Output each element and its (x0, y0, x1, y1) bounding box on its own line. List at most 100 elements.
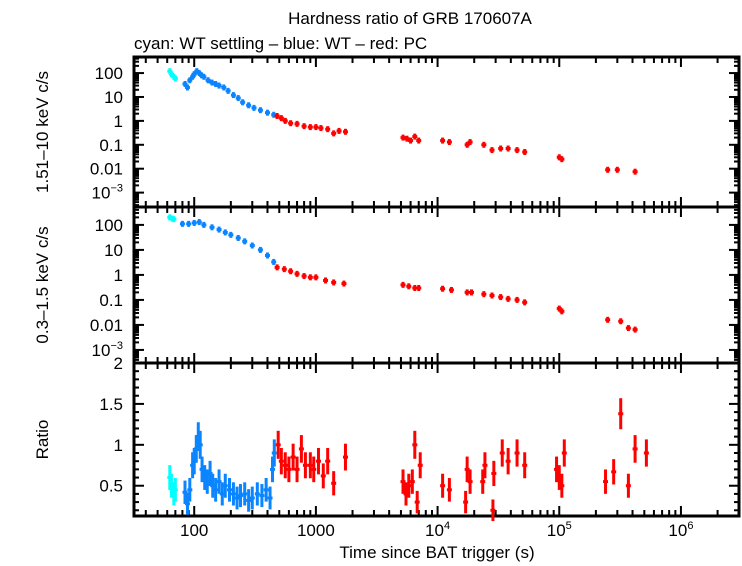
data-point (301, 123, 307, 130)
y-tick-label: 0.1 (99, 136, 123, 155)
y-tick-label: 2 (114, 354, 123, 373)
data-point (313, 124, 319, 131)
data-point (643, 439, 649, 467)
data-point (440, 137, 446, 144)
y-tick-label: 1.5 (99, 395, 123, 414)
data-point (320, 463, 326, 489)
data-point (275, 430, 281, 459)
data-point (240, 99, 246, 106)
data-point (184, 492, 190, 515)
data-point (228, 231, 234, 238)
data-point (498, 294, 504, 301)
data-point (559, 156, 565, 163)
data-point (230, 92, 236, 99)
data-point (522, 299, 528, 306)
y-tick-label: 100 (95, 64, 123, 83)
data-point (263, 478, 269, 502)
data-point (522, 452, 528, 479)
data-point (325, 126, 331, 133)
data-point (416, 284, 422, 291)
data-point (498, 145, 504, 152)
data-point (406, 473, 412, 498)
data-point (446, 139, 452, 146)
data-point (249, 242, 255, 249)
data-point (446, 478, 452, 502)
data-point (625, 325, 631, 332)
data-point (448, 286, 454, 293)
data-point (605, 166, 611, 173)
data-point (412, 133, 418, 140)
data-point (414, 490, 420, 514)
data-point (417, 452, 423, 479)
data-point (632, 168, 638, 175)
x-tick-label: 100 (180, 521, 208, 540)
chart-subtitle: cyan: WT settling – blue: WT – red: PC (134, 34, 427, 53)
data-point (307, 124, 313, 131)
data-point (225, 87, 231, 94)
data-point (482, 452, 488, 479)
series-blue (179, 219, 277, 265)
data-point (234, 486, 240, 510)
data-point (481, 141, 487, 148)
data-point (491, 460, 497, 487)
y-tick-label: 10 (104, 88, 123, 107)
data-point (288, 120, 294, 127)
data-point (505, 447, 511, 475)
data-point (463, 490, 469, 514)
y-axis-label: 1.51–10 keV c/s (33, 71, 52, 193)
data-point (187, 478, 193, 502)
data-point (632, 326, 638, 333)
data-point (257, 246, 263, 253)
data-point (271, 439, 277, 467)
data-point (209, 224, 215, 231)
data-point (235, 95, 241, 102)
data-point (499, 439, 505, 467)
panel-3: 100 1000 104 105 106 2 1.5 1 0.5 Ratio (33, 354, 741, 540)
data-point (522, 148, 528, 155)
y-tick-label: 1 (114, 112, 123, 131)
x-axis-label: Time since BAT trigger (s) (339, 543, 534, 562)
data-point (294, 120, 300, 127)
plot-frame (132, 55, 741, 209)
data-point (246, 102, 252, 109)
data-point (270, 456, 276, 483)
y-axis-label: 0.3–1.5 keV c/s (33, 226, 52, 343)
data-point (242, 238, 248, 245)
y-tick-label: 0.1 (99, 291, 123, 310)
y-axis-label: Ratio (33, 420, 52, 460)
data-point (603, 469, 609, 494)
y-tick-label: 1 (114, 266, 123, 285)
data-point (221, 84, 227, 91)
data-point (213, 478, 219, 502)
data-point (307, 274, 313, 281)
data-point (559, 308, 565, 315)
data-point (618, 318, 624, 325)
plot-frame (132, 361, 741, 518)
data-point (205, 77, 211, 84)
data-point (408, 137, 414, 144)
data-point (288, 268, 294, 275)
data-point (172, 478, 178, 502)
data-point (237, 484, 243, 508)
data-point (274, 264, 280, 271)
data-point (222, 229, 228, 236)
data-point (216, 226, 222, 233)
y-tick-label: 10−3 (92, 183, 123, 203)
data-point (246, 489, 252, 512)
y-tick-label: 0.01 (90, 316, 123, 335)
data-point (274, 113, 280, 120)
data-point (632, 435, 638, 463)
y-tick-label: 1 (114, 436, 123, 455)
data-point (467, 139, 473, 146)
x-tick-label: 1000 (297, 521, 335, 540)
data-point (172, 75, 178, 82)
data-point (400, 469, 406, 494)
data-point (561, 439, 567, 467)
data-point (281, 266, 287, 273)
data-point (611, 459, 617, 485)
data-point (481, 291, 487, 298)
data-point (342, 128, 348, 135)
data-point (467, 469, 473, 494)
data-point (404, 135, 410, 142)
